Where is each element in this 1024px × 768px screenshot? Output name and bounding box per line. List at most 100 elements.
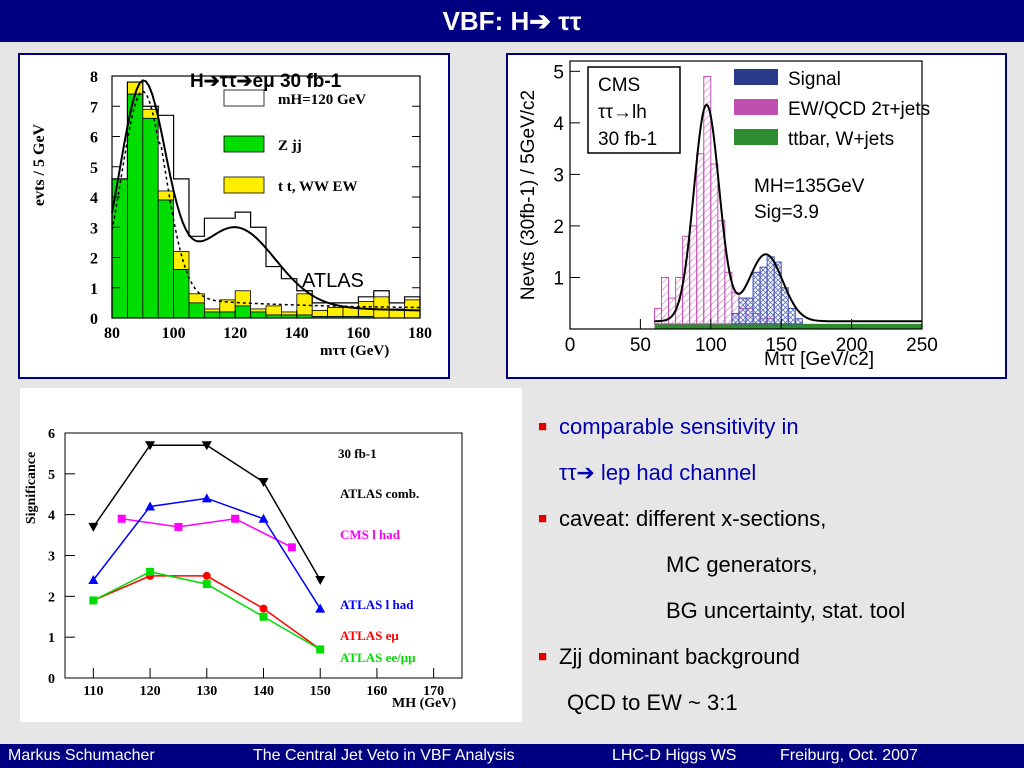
bullet-continuation: ττ➔ lep had channel: [538, 450, 1008, 496]
y-tick-label: 5: [553, 62, 564, 83]
bullet-continuation: QCD to EW ~ 3:1: [538, 680, 1008, 726]
y-tick-label: 0: [90, 311, 98, 328]
series-line: [92, 497, 321, 609]
marker-square: [117, 514, 126, 523]
ttbar-ww-bar: [280, 311, 298, 316]
ttbar-ww-bar: [311, 310, 329, 317]
series-line: [121, 517, 293, 549]
y-tick-label: 3: [90, 220, 98, 237]
marker-square: [202, 580, 211, 589]
marker-triangle-down: [258, 478, 269, 487]
y-axis-label: Nevts (30fb-1) / 5GeV/c2: [518, 90, 539, 300]
ew-qcd-bar: [661, 276, 670, 325]
ttbar-ww-bar: [203, 308, 221, 313]
x-tick-label: 170: [423, 684, 444, 699]
zjj-bar: [234, 305, 251, 319]
x-tick-label: 140: [253, 684, 274, 699]
footer: Markus Schumacher The Central Jet Veto i…: [0, 744, 1024, 768]
marker-square: [174, 522, 183, 531]
series-legend-label: ATLAS eμ: [340, 628, 399, 643]
ttbar-w-jets-band: [654, 323, 922, 329]
x-tick-label: 120: [223, 325, 247, 342]
y-tick-label: 3: [48, 550, 55, 565]
y-tick-label: 6: [48, 427, 55, 442]
y-tick-label: 1: [553, 268, 564, 289]
y-tick-label: 2: [553, 217, 564, 238]
y-tick-label: 7: [90, 99, 98, 116]
x-tick-label: 250: [906, 335, 938, 356]
marker-square: [89, 596, 98, 605]
x-tick-label: 200: [836, 335, 868, 356]
legend-ttbar-ww-label: t t, WW EW: [278, 179, 357, 195]
legend-ew-qcd-label: EW/QCD 2τ+jets: [788, 99, 930, 120]
footer-place-date: Freiburg, Oct. 2007: [780, 747, 918, 764]
marker-circle: [259, 604, 268, 613]
marker-circle: [202, 571, 211, 580]
bullet-square-icon: ■: [538, 510, 548, 527]
legend-signal-label: Signal: [788, 69, 841, 90]
signal-bar: [745, 297, 754, 325]
y-tick-label: 5: [48, 468, 55, 483]
x-tick-label: 50: [630, 335, 651, 356]
ttbar-ww-bar: [250, 308, 267, 313]
y-axis-label: evts / 5 GeV: [31, 123, 48, 206]
legend-zjj-label: Z jj: [278, 138, 302, 154]
y-tick-label: 4: [90, 190, 98, 207]
x-axis-label: Mττ [GeV/c2]: [764, 349, 874, 370]
series-legend-label: ATLAS l had: [340, 597, 414, 612]
marker-triangle-down: [88, 522, 99, 532]
series-line: [92, 444, 321, 581]
marker-triangle-up: [258, 513, 269, 523]
y-tick-label: 4: [48, 509, 55, 524]
legend-signal-label: mH=120 GeV: [278, 92, 366, 108]
bullet-item: ■ comparable sensitivity in: [538, 404, 1008, 450]
bullet-text: caveat: different x-sections,: [559, 506, 827, 531]
bullet-text: ττ➔ lep had channel: [559, 460, 757, 485]
signal-bar: [759, 266, 768, 325]
x-tick-label: 0: [565, 335, 576, 356]
marker-triangle-up: [145, 501, 156, 511]
luminosity-annotation: 30 fb-1: [338, 446, 377, 461]
cms-info-text: CMS: [598, 75, 640, 96]
bullet-continuation: MC generators,: [538, 542, 1008, 588]
significance-annotation: Sig=3.9: [754, 202, 819, 223]
cms-info-text: ττ→lh: [598, 102, 647, 123]
bullet-text: BG uncertainty, stat. tool: [666, 598, 906, 623]
cms-lh-histogram-panel: 1 2 3 4 5 0 50 100 150 200 250 Nevts (30fb-1) / 5Ge…: [506, 53, 1007, 379]
x-tick-label: 100: [695, 335, 727, 356]
x-axis-label: MH (GeV): [392, 696, 456, 711]
signal-bar: [787, 307, 796, 325]
marker-square: [259, 612, 268, 621]
marker-square: [146, 567, 155, 576]
plot-frame: [569, 60, 923, 330]
x-tick-label: 80: [104, 325, 120, 342]
marker-triangle-down: [315, 576, 326, 585]
y-axis-label: Significance: [24, 452, 39, 524]
bullet-list: ■ comparable sensitivity in ττ➔ lep had …: [538, 404, 1008, 726]
ttbar-ww-bar: [265, 305, 282, 316]
bullet-item: ■ Zjj dominant background: [538, 634, 1008, 680]
signal-bar: [766, 256, 775, 325]
atlas-emu-histogram: 0 1 2 3 4 5 6 7 8 80 100 120 140 160 180 evts / 5 GeV mτ…: [31, 69, 432, 359]
series-legend-label: CMS l had: [340, 527, 401, 542]
zjj-bar: [219, 311, 236, 319]
legend-signal-swatch: [223, 89, 265, 107]
legend-ttbar-ww-swatch: [223, 176, 265, 194]
signal-bar: [738, 297, 747, 325]
y-tick-label: 6: [90, 130, 98, 147]
x-tick-label: 180: [408, 325, 432, 342]
y-tick-label: 1: [90, 281, 98, 298]
x-tick-label: 110: [83, 684, 103, 699]
signal-bar: [731, 313, 740, 325]
marker-square: [231, 514, 240, 523]
y-tick-label: 3: [553, 165, 564, 186]
x-tick-label: 130: [196, 684, 217, 699]
zjj-bar: [250, 311, 267, 319]
y-tick-label: 2: [90, 251, 98, 268]
ew-qcd-bar: [710, 163, 719, 325]
slide-title: VBF: H➔ ττ: [0, 0, 1024, 42]
legend-ttbar-w-jets-label: ttbar, W+jets: [788, 129, 894, 150]
x-tick-label: 120: [140, 684, 161, 699]
x-tick-label: 140: [285, 325, 309, 342]
